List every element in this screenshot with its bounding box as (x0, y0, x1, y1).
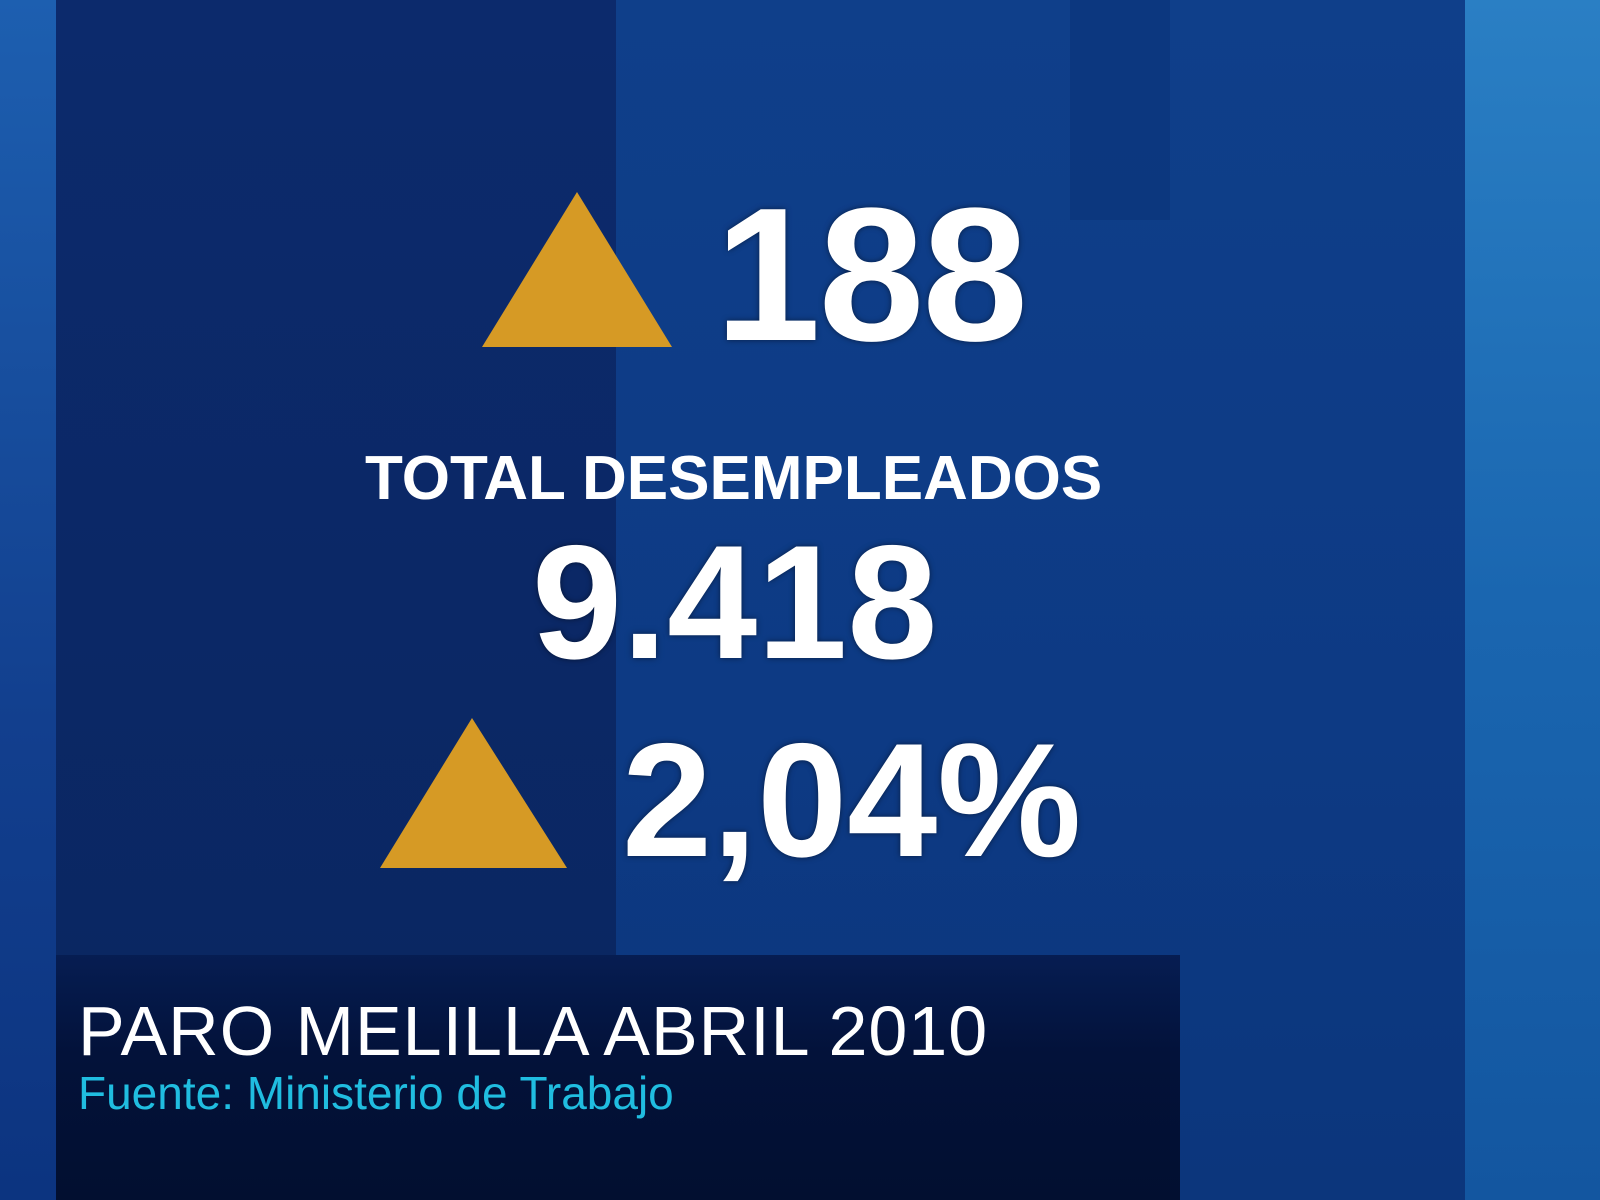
caption-source: Fuente: Ministerio de Trabajo (78, 1067, 674, 1119)
background-strip-right (1465, 0, 1600, 1200)
background-strip-left (0, 0, 56, 1200)
total-value: 9.418 (532, 512, 938, 693)
triangle-up-icon (482, 192, 672, 347)
total-label: TOTAL DESEMPLEADOS (365, 444, 1103, 513)
monthly-change-value: 188 (715, 169, 1028, 381)
caption-title: PARO MELILLA ABRIL 2010 (78, 992, 989, 1070)
background-panel (1070, 0, 1170, 220)
caption-box (56, 955, 1180, 1200)
percent-change-value: 2,04% (622, 710, 1082, 891)
triangle-up-icon (380, 718, 567, 868)
